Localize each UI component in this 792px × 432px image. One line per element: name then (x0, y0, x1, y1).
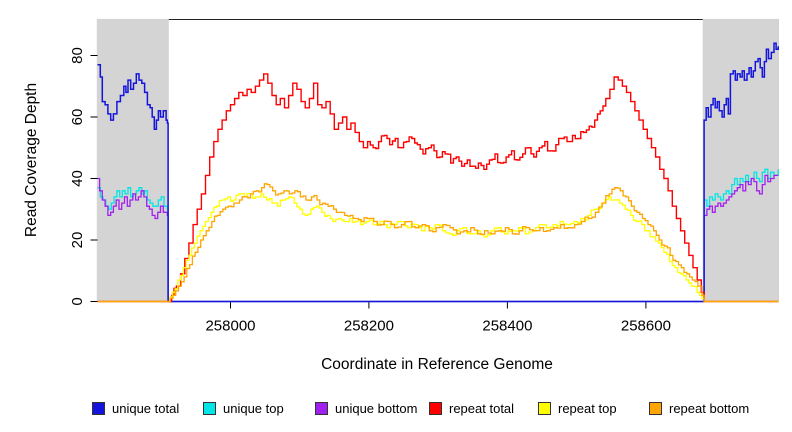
series-unique-total (97, 42, 779, 303)
legend-label: repeat top (558, 400, 617, 416)
plot-svg: 258000 258200 258400 258600 0 20 40 60 80 Coordi… (23, 18, 779, 373)
y-tick-label: 80 (69, 47, 86, 64)
series-repeat-top (97, 192, 779, 303)
unique-top-swatch-icon (203, 401, 216, 415)
unique-bottom-swatch-icon (315, 401, 328, 415)
legend-label: unique total (112, 400, 180, 416)
legend-item-unique-total: unique total (92, 400, 179, 416)
repeat-total-swatch-icon (429, 401, 442, 415)
legend-item-repeat-total: repeat total (429, 400, 514, 416)
series-repeat-total (97, 73, 779, 303)
shaded-region (96, 18, 169, 303)
legend-label: repeat total (449, 400, 515, 416)
legend-label: unique bottom (335, 400, 418, 416)
series-repeat-bottom (97, 183, 779, 303)
y-tick-label: 0 (69, 297, 86, 305)
plot-area: 258000 258200 258400 258600 0 20 40 60 80 (69, 18, 779, 335)
plot-box (97, 19, 779, 302)
y-axis-title: Read Coverage Depth (23, 83, 40, 237)
legend-label: repeat bottom (669, 400, 750, 416)
y-tick-label: 40 (69, 170, 86, 187)
x-tick-label: 258200 (344, 318, 394, 335)
y-tick-label: 20 (69, 232, 86, 249)
x-tick-label: 258400 (482, 318, 532, 335)
series-unique-bottom (97, 174, 779, 303)
unique-total-swatch-icon (92, 401, 105, 415)
legend-item-unique-top: unique top (203, 400, 284, 416)
legend-label: unique top (223, 400, 284, 416)
y-tick-label: 60 (69, 109, 86, 126)
legend-item-repeat-bottom: repeat bottom (649, 400, 749, 416)
legend: unique total unique top unique bottom re… (0, 400, 792, 424)
x-axis-title: Coordinate in Reference Genome (321, 356, 553, 373)
shaded-region (702, 18, 779, 303)
x-tick-label: 258000 (205, 318, 255, 335)
x-tick-label: 258600 (621, 318, 671, 335)
repeat-bottom-swatch-icon (649, 401, 662, 415)
repeat-top-swatch-icon (538, 401, 551, 415)
legend-item-unique-bottom: unique bottom (315, 400, 417, 416)
legend-item-repeat-top: repeat top (538, 400, 617, 416)
